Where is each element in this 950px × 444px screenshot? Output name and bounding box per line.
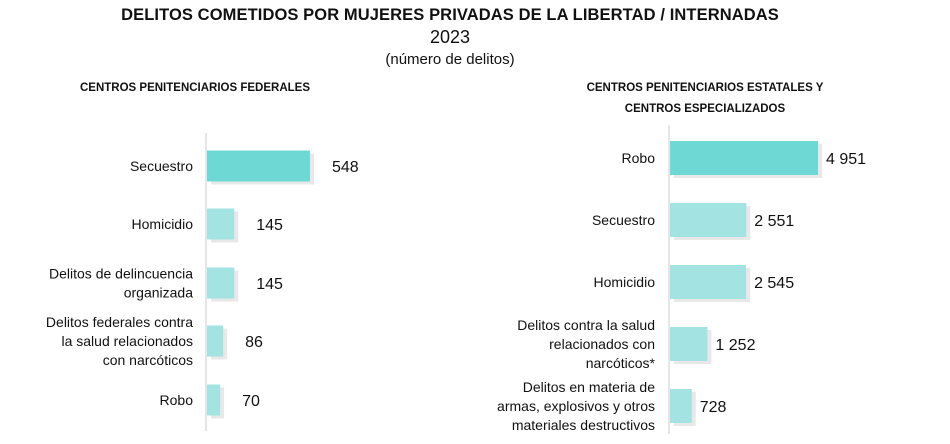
right-panel-title-line-1: CENTROS PENITENCIARIOS ESTATALES Y xyxy=(586,82,824,94)
right-category-label: Robo xyxy=(622,150,656,166)
right-category-label: Delitos en materia de armas, explosivos y… xyxy=(497,379,655,433)
left-category-label: Secuestro xyxy=(130,158,193,174)
right-panel-title-line-2: CENTROS ESPECIALIZADOS xyxy=(624,103,786,115)
right-panel-title: CENTROS PENITENCIARIOS ESTATALES Y CENTR… xyxy=(520,78,890,120)
left-category-label: Robo xyxy=(160,392,194,408)
right-bar xyxy=(670,265,747,299)
left-bar xyxy=(207,150,310,182)
left-value-label: 145 xyxy=(256,276,283,293)
right-value-label: 1 252 xyxy=(715,337,755,354)
chart-unit: (número de delitos) xyxy=(385,51,515,68)
left-bar xyxy=(207,325,224,357)
right-bar xyxy=(670,203,747,237)
right-bar xyxy=(670,389,692,423)
left-category-label: Delitos federales contra la salud relacio… xyxy=(46,314,193,368)
left-panel-title: CENTROS PENITENCIARIOS FEDERALES xyxy=(79,82,311,94)
left-category-label: Delitos de delincuencia organizada xyxy=(49,266,193,301)
right-value-label: 2 545 xyxy=(754,275,794,292)
right-category-label: Delitos contra la salud relacionados con n… xyxy=(517,317,655,371)
right-value-label: 4 951 xyxy=(826,151,866,168)
left-bar xyxy=(207,208,235,240)
left-category-label: Homicidio xyxy=(132,216,194,232)
left-value-label: 86 xyxy=(245,334,263,351)
left-value-label: 548 xyxy=(332,159,359,176)
right-bar xyxy=(670,141,818,175)
left-value-label: 145 xyxy=(256,217,283,234)
right-bar xyxy=(670,327,708,361)
right-value-label: 728 xyxy=(700,399,727,416)
chart-title: DELITOS COMETIDOS POR MUJERES PRIVADAS D… xyxy=(121,6,779,24)
chart-year: 2023 xyxy=(429,27,471,47)
left-value-label: 70 xyxy=(242,393,260,410)
left-bar xyxy=(207,384,221,416)
right-category-label: Secuestro xyxy=(592,212,655,228)
right-category-label: Homicidio xyxy=(594,274,656,290)
left-bar xyxy=(207,267,235,299)
right-value-label: 2 551 xyxy=(754,213,794,230)
